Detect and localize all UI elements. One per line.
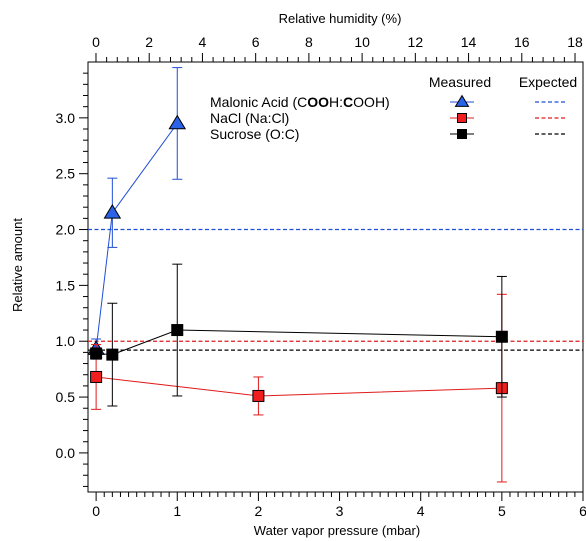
- y-tick-label: 0.0: [56, 445, 76, 461]
- x2-tick-label: 10: [354, 34, 370, 50]
- square-marker: [457, 113, 467, 123]
- series-line: [96, 376, 502, 397]
- y-tick-label: 1.0: [56, 333, 76, 349]
- plot-frame: [87, 61, 584, 493]
- expected-lines: [88, 228, 583, 351]
- series-0: [87, 67, 187, 360]
- legend-label-part: C: [343, 94, 353, 110]
- y-tick-label: 1.5: [56, 277, 76, 293]
- legend-label-part: OOH): [353, 94, 390, 110]
- top-axis-title: Relative humidity (%): [279, 11, 402, 26]
- x2-tick-label: 4: [199, 34, 207, 50]
- x2-tick-label: 8: [305, 34, 313, 50]
- triangle-marker: [168, 114, 187, 130]
- legend-label-part: NaCl (Na:Cl): [210, 110, 289, 126]
- square-marker: [457, 129, 467, 139]
- series-line: [95, 123, 178, 350]
- x-tick-label: 2: [255, 503, 263, 519]
- legend-header-expected: Expected: [519, 74, 577, 90]
- series-2: [90, 263, 508, 407]
- legend-label-part: Malonic Acid (C: [210, 94, 307, 110]
- x2-tick-label: 16: [514, 34, 530, 50]
- square-marker: [106, 348, 119, 361]
- y-tick-label: 3.0: [56, 110, 76, 126]
- x-axis-title: Water vapor pressure (mbar): [254, 523, 420, 538]
- y-tick-label: 0.5: [56, 389, 76, 405]
- legend: Measured Expected Malonic Acid (COOH:COOH)…: [210, 74, 577, 142]
- legend-label-part: OO: [307, 94, 329, 110]
- legend-label: Malonic Acid (COOH:COOH): [210, 94, 390, 110]
- y-tick-label: 2.0: [56, 222, 76, 238]
- x-tick-label: 5: [498, 503, 506, 519]
- x-tick-label: 3: [336, 503, 344, 519]
- x2-tick-label: 2: [145, 34, 153, 50]
- square-marker: [495, 330, 508, 343]
- square-marker: [171, 324, 184, 337]
- x-tick-label: 0: [92, 503, 100, 519]
- x-tick-label: 1: [173, 503, 181, 519]
- x2-tick-label: 18: [567, 34, 583, 50]
- series-group: [87, 67, 508, 483]
- y-tick-label: 2.5: [56, 166, 76, 182]
- legend-label: NaCl (Na:Cl): [210, 110, 289, 126]
- y-axis-title: Relative amount: [10, 218, 25, 312]
- series-line: [96, 329, 502, 356]
- legend-label-part: H:: [329, 94, 343, 110]
- x-tick-label: 4: [417, 503, 425, 519]
- x2-tick-label: 6: [252, 34, 260, 50]
- triangle-marker: [454, 94, 470, 107]
- legend-label: Sucrose (O:C): [210, 126, 299, 142]
- x2-tick-label: 12: [408, 34, 424, 50]
- x2-tick-label: 0: [92, 34, 100, 50]
- triangle-marker: [103, 203, 122, 219]
- x-tick-label: 6: [579, 503, 586, 519]
- square-marker: [252, 389, 265, 402]
- legend-header-measured: Measured: [429, 74, 491, 90]
- legend-label-part: Sucrose (O:C): [210, 126, 299, 142]
- series-1: [90, 293, 508, 483]
- axes-group: 0 1 2 3 4 5 60 2 4 6 8 10 12 14 16 180.00.51.01.52.02.5…: [56, 34, 586, 519]
- square-marker: [90, 370, 103, 383]
- square-marker: [90, 347, 103, 360]
- x2-tick-label: 14: [461, 34, 477, 50]
